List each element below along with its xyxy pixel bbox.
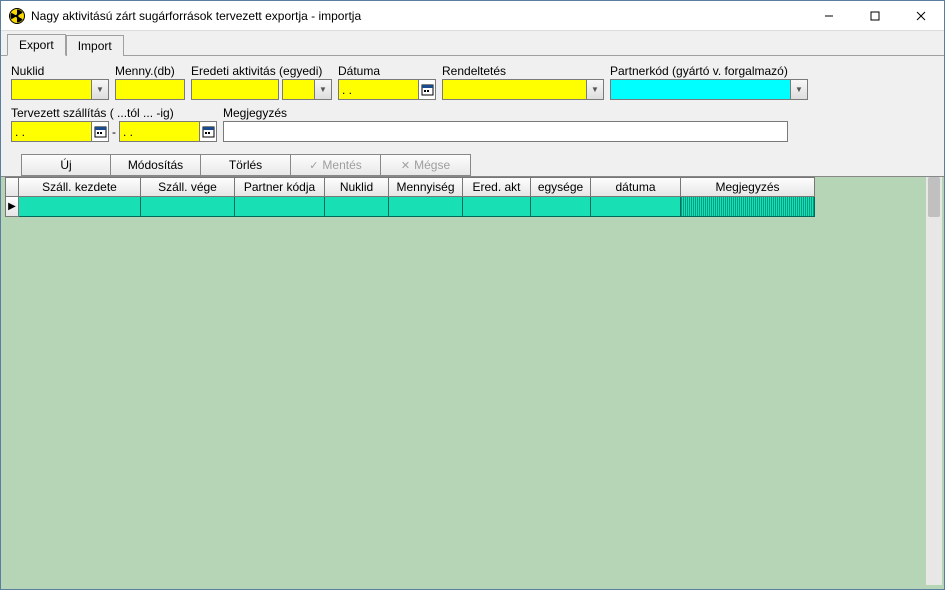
date-range-separator: - xyxy=(109,125,119,142)
partnerkod-input[interactable] xyxy=(611,80,790,99)
col-datuma[interactable]: dátuma xyxy=(591,177,681,197)
modositas-button[interactable]: Módosítás xyxy=(111,154,201,176)
eredeti-unit-dropdown-icon[interactable]: ▼ xyxy=(314,80,331,99)
grid-row[interactable]: ▶ xyxy=(5,197,926,217)
grid-cell[interactable] xyxy=(591,197,681,217)
grid-cell[interactable] xyxy=(325,197,389,217)
grid-header: Száll. kezdete Száll. vége Partner kódja… xyxy=(5,177,926,197)
scrollbar-thumb[interactable] xyxy=(928,177,940,217)
col-szall-vege[interactable]: Száll. vége xyxy=(141,177,235,197)
button-row: Új Módosítás Törlés ✓ Mentés ✕ Mégse xyxy=(1,154,944,177)
tab-export[interactable]: Export xyxy=(7,34,66,56)
col-megjegyzes[interactable]: Megjegyzés xyxy=(681,177,815,197)
data-grid[interactable]: Száll. kezdete Száll. vége Partner kódja… xyxy=(5,177,926,217)
partnerkod-dropdown-icon[interactable]: ▼ xyxy=(790,80,807,99)
titlebar: Nagy aktivitású zárt sugárforrások terve… xyxy=(1,1,944,31)
grid-cell[interactable] xyxy=(463,197,531,217)
close-button[interactable] xyxy=(898,1,944,30)
partnerkod-label: Partnerkód (gyártó v. forgalmazó) xyxy=(610,64,808,78)
mentes-button[interactable]: ✓ Mentés xyxy=(291,154,381,176)
menny-input[interactable] xyxy=(115,79,185,100)
grid-cell[interactable] xyxy=(235,197,325,217)
datuma-input[interactable] xyxy=(339,80,418,99)
radiation-icon xyxy=(9,8,25,24)
nuklid-dropdown-icon[interactable]: ▼ xyxy=(91,80,108,99)
tab-import[interactable]: Import xyxy=(66,35,124,56)
col-egysege[interactable]: egysége xyxy=(531,177,591,197)
szallitas-from-input[interactable] xyxy=(12,122,91,141)
rendeltetes-label: Rendeltetés xyxy=(442,64,604,78)
col-mennyiseg[interactable]: Mennyiség xyxy=(389,177,463,197)
nuklid-input[interactable] xyxy=(12,80,91,99)
grid-cell[interactable] xyxy=(681,197,815,217)
torles-button[interactable]: Törlés xyxy=(201,154,291,176)
window-controls xyxy=(806,1,944,30)
calendar-icon[interactable] xyxy=(91,122,108,141)
form-panel: Nuklid ▼ Menny.(db) Eredeti aktivitás (e… xyxy=(1,55,944,154)
check-icon: ✓ xyxy=(309,159,318,172)
eredeti-label: Eredeti aktivitás (egyedi) xyxy=(191,64,332,78)
tab-row: Export Import xyxy=(1,31,944,55)
rendeltetes-dropdown-icon[interactable]: ▼ xyxy=(586,80,603,99)
grid-area: Száll. kezdete Száll. vége Partner kódja… xyxy=(1,177,944,589)
grid-cell[interactable] xyxy=(141,197,235,217)
calendar-icon[interactable] xyxy=(199,122,216,141)
grid-cell[interactable] xyxy=(19,197,141,217)
cancel-icon: ✕ xyxy=(401,159,410,172)
datuma-label: Dátuma xyxy=(338,64,436,78)
eredeti-unit-input[interactable] xyxy=(283,80,314,99)
grid-corner xyxy=(5,177,19,197)
szallitas-to-input[interactable] xyxy=(120,122,199,141)
menny-label: Menny.(db) xyxy=(115,64,185,78)
col-ered-akt[interactable]: Ered. akt xyxy=(463,177,531,197)
window-title: Nagy aktivitású zárt sugárforrások terve… xyxy=(31,9,806,23)
megjegyzes-label: Megjegyzés xyxy=(223,106,788,120)
rendeltetes-input[interactable] xyxy=(443,80,586,99)
minimize-button[interactable] xyxy=(806,1,852,30)
eredeti-input[interactable] xyxy=(191,79,279,100)
vertical-scrollbar[interactable] xyxy=(926,177,942,585)
grid-cell[interactable] xyxy=(531,197,591,217)
uj-button[interactable]: Új xyxy=(21,154,111,176)
calendar-icon[interactable] xyxy=(418,80,435,99)
tervezett-label: Tervezett szállítás ( ...tól ... -ig) xyxy=(11,106,217,120)
col-partner-kodja[interactable]: Partner kódja xyxy=(235,177,325,197)
app-window: Nagy aktivitású zárt sugárforrások terve… xyxy=(0,0,945,590)
grid-cell[interactable] xyxy=(389,197,463,217)
maximize-button[interactable] xyxy=(852,1,898,30)
nuklid-label: Nuklid xyxy=(11,64,109,78)
megse-button[interactable]: ✕ Mégse xyxy=(381,154,471,176)
megjegyzes-input[interactable] xyxy=(223,121,788,142)
row-selector[interactable]: ▶ xyxy=(5,197,19,217)
col-nuklid[interactable]: Nuklid xyxy=(325,177,389,197)
col-szall-kezdete[interactable]: Száll. kezdete xyxy=(19,177,141,197)
